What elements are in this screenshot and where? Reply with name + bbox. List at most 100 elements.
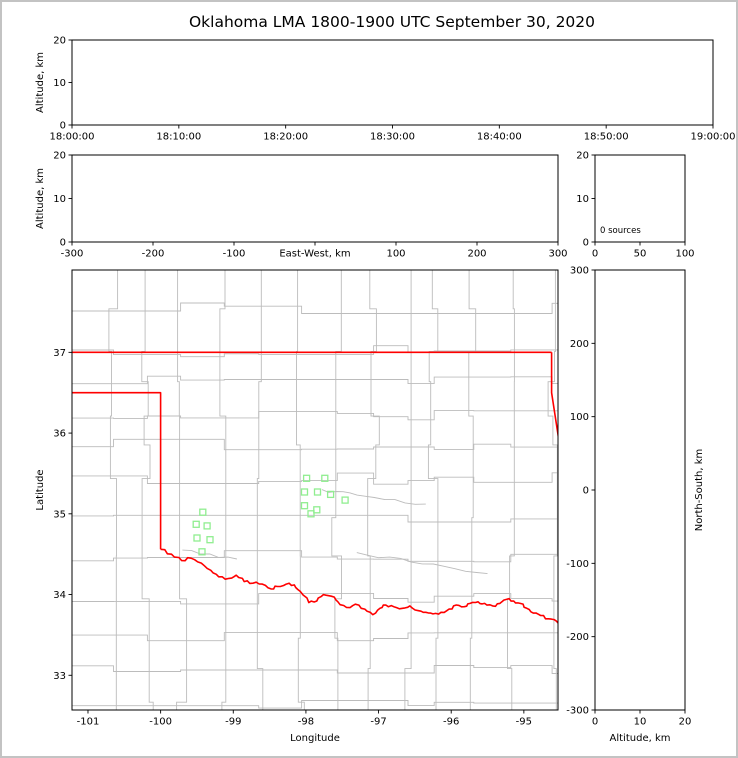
station-marker xyxy=(198,548,206,556)
red-river-border xyxy=(160,548,558,624)
x-tick-label: 18:30:00 xyxy=(370,132,415,143)
panel-border xyxy=(71,154,559,243)
y-tick-label: 0 xyxy=(60,121,66,132)
x-tick-label: 19:00:00 xyxy=(691,132,736,143)
x-tick-label: 18:40:00 xyxy=(477,132,522,143)
panel-border xyxy=(71,39,714,126)
x-axis-label: Longitude xyxy=(290,733,340,744)
station-marker xyxy=(300,502,309,510)
y-tick-label: 100 xyxy=(570,412,589,423)
county-line xyxy=(72,472,558,485)
x-tick-label: -96 xyxy=(443,717,459,728)
y-tick-label: 20 xyxy=(53,151,66,162)
y-tick-label: 10 xyxy=(53,194,66,205)
county-line xyxy=(72,700,558,709)
station-marker xyxy=(199,508,207,516)
station-marker xyxy=(307,510,315,518)
x-tick-label: 18:20:00 xyxy=(263,132,308,143)
state-border-segment xyxy=(550,352,558,440)
station-marker xyxy=(300,488,309,496)
x-tick-label: 20 xyxy=(679,717,692,728)
county-line xyxy=(72,665,558,674)
figure-title: Oklahoma LMA 1800-1900 UTC September 30,… xyxy=(189,13,595,31)
x-tick-label: 10 xyxy=(634,717,647,728)
county-line xyxy=(72,438,558,451)
y-tick-label: 35 xyxy=(53,509,66,520)
x-tick-label: 18:50:00 xyxy=(584,132,629,143)
sources-annotation: 0 sources xyxy=(600,226,641,236)
panel-map: -101 -100 -99 -98 -97 -96 -95 33 34 35 36 37 Longitu… xyxy=(35,269,559,744)
panel-time_altitude: 18:00:00 18:10:00 18:20:00 18:30:00 18:40:00… xyxy=(35,36,735,143)
x-tick-label: 18:10:00 xyxy=(156,132,201,143)
state-border xyxy=(72,351,558,624)
x-tick-label: -300 xyxy=(61,249,84,260)
station-marker xyxy=(302,474,311,482)
county-line xyxy=(72,514,558,523)
county-line xyxy=(72,632,558,642)
y-tick-label: 0 xyxy=(583,486,589,497)
county-line xyxy=(72,550,558,563)
station-marker xyxy=(313,506,321,514)
x-tick-label: -97 xyxy=(370,717,386,728)
county-line xyxy=(256,270,264,710)
state-border-segment xyxy=(72,391,162,550)
panel-ns_altitude: 0 10 20 -300 -200 -100 0 100 200 300 Altitude, km N… xyxy=(566,266,705,745)
x-tick-label: -100 xyxy=(149,717,172,728)
x-tick-label: 200 xyxy=(467,249,486,260)
x-axis-label: Altitude, km xyxy=(610,733,671,744)
x-tick-label: 100 xyxy=(675,249,694,260)
station-marker xyxy=(206,536,214,544)
y-axis-label: Latitude xyxy=(35,469,46,510)
county-line xyxy=(72,302,558,314)
river-line xyxy=(321,489,426,505)
y-tick-label: 34 xyxy=(53,590,66,601)
x-tick-label: 300 xyxy=(548,249,567,260)
x-axis-label: East-West, km xyxy=(279,249,350,260)
y-tick-label: 20 xyxy=(576,151,589,162)
county-line xyxy=(331,270,342,710)
station-marker xyxy=(192,520,200,528)
county-line xyxy=(427,270,439,710)
station-marker xyxy=(193,534,201,542)
county-line xyxy=(72,375,558,385)
panel-ew_altitude: -300 -200 -100 100 200 300 0 10 20 East-West, km A… xyxy=(35,151,568,260)
county-line xyxy=(219,270,227,710)
station-marker xyxy=(203,522,211,530)
x-tick-label: 50 xyxy=(634,249,647,260)
river-line xyxy=(182,549,237,560)
x-tick-label: 18:00:00 xyxy=(50,132,95,143)
station-marker xyxy=(321,474,329,482)
lma-stations xyxy=(192,474,349,556)
county-line xyxy=(141,270,154,710)
y-tick-label: 200 xyxy=(570,339,589,350)
y-tick-label: -100 xyxy=(566,559,589,570)
county-line xyxy=(468,270,477,710)
county-line xyxy=(404,270,412,710)
y-axis-label: Altitude, km xyxy=(35,168,46,229)
x-tick-label: 0 xyxy=(592,717,598,728)
county-line xyxy=(72,592,558,605)
x-tick-label: -99 xyxy=(225,717,241,728)
panel-src_histogram: 0 50 100 0 10 20 0 sources xyxy=(576,151,694,260)
map-content xyxy=(72,270,558,710)
station-marker xyxy=(341,496,349,504)
station-marker xyxy=(326,490,335,499)
panel-border xyxy=(594,269,686,711)
x-tick-label: 0 xyxy=(592,249,598,260)
county-line xyxy=(72,410,558,421)
station-marker xyxy=(313,488,322,496)
county-line xyxy=(176,270,188,710)
y-tick-label: 0 xyxy=(60,238,66,249)
county-line xyxy=(296,270,305,710)
county-line xyxy=(547,270,558,710)
county-line xyxy=(108,270,119,710)
x-tick-label: -95 xyxy=(516,717,532,728)
y-tick-label: 0 xyxy=(583,238,589,249)
x-tick-label: -100 xyxy=(223,249,246,260)
y-tick-label: 300 xyxy=(570,266,589,277)
y-tick-label: 20 xyxy=(53,36,66,47)
y-tick-label: 37 xyxy=(53,348,66,359)
